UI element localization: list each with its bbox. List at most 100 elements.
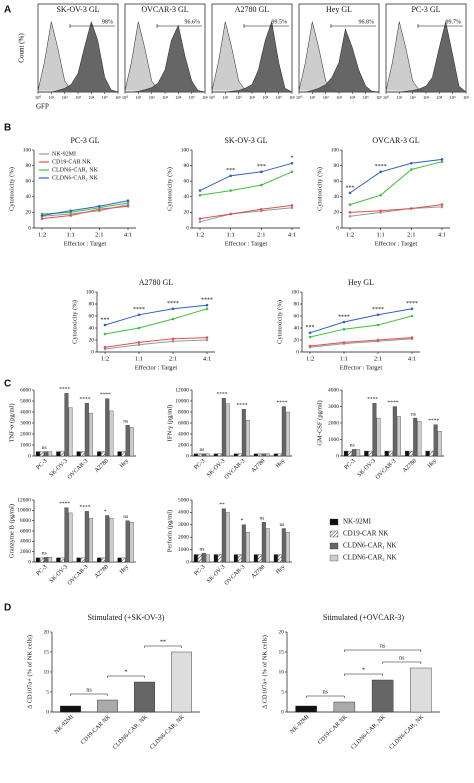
- bar: [213, 453, 218, 457]
- bar: [221, 508, 226, 563]
- bar: [285, 532, 290, 563]
- x-tick-label: 10¹: [222, 95, 229, 100]
- bar: [76, 557, 81, 563]
- annotation: 99.5%: [272, 19, 288, 25]
- x-tick-label: NK-92MI: [54, 714, 75, 735]
- x-tick-label: 10¹: [48, 95, 55, 100]
- marker: [229, 189, 232, 192]
- marker: [308, 344, 312, 348]
- bar: [44, 451, 49, 457]
- x-tick-label: 10⁰: [122, 95, 129, 100]
- x-axis-label: Effector : Target: [135, 364, 178, 371]
- x-tick-label: CLDN6-CAR₁ NK: [350, 714, 387, 751]
- line: [199, 171, 293, 196]
- x-tick-label: A2780: [251, 458, 267, 474]
- x-tick-label: SK-OV-3: [206, 458, 226, 478]
- x-tick-label: CLDN6-CAR₁ NK: [112, 714, 149, 751]
- bar: [376, 417, 381, 457]
- y-tick-label: 10: [44, 669, 50, 675]
- y-tick-label: 80: [334, 163, 340, 169]
- y-tick-label: 6000: [20, 528, 31, 534]
- bar: [371, 679, 394, 713]
- marker: [290, 161, 294, 165]
- y-axis-label: IFN-γ (pg/ml): [166, 405, 173, 442]
- marker: [290, 170, 294, 174]
- x-tick-label: 10⁰: [209, 95, 216, 100]
- significance: ***: [257, 164, 266, 170]
- x-tick-label: 10⁶: [115, 95, 122, 100]
- chart-title: Stimulated (+SK-OV-3): [88, 613, 165, 622]
- x-tick-label: 10⁵: [102, 95, 109, 100]
- bar: [105, 398, 110, 457]
- marker: [40, 217, 44, 220]
- bar: [44, 557, 49, 563]
- y-tick-label: 40: [334, 194, 340, 200]
- y-tick-label: 10: [279, 669, 285, 675]
- legend-label: NK-92MI: [343, 518, 372, 526]
- bar: [388, 450, 393, 457]
- bar: [368, 450, 373, 457]
- y-axis-label: Cytotoxicity (%): [316, 167, 323, 211]
- significance: *: [362, 667, 365, 673]
- marker: [229, 174, 232, 178]
- bar: [364, 450, 369, 457]
- marker: [126, 204, 130, 208]
- x-tick-label: 1:2: [101, 355, 109, 362]
- y-tick-label: 4000: [20, 409, 31, 415]
- annotation: 98%: [102, 19, 113, 25]
- bar: [245, 420, 250, 457]
- marker: [171, 339, 175, 343]
- x-tick-label: 1:1: [340, 355, 348, 362]
- bar: [68, 512, 73, 563]
- y-tick-label: 0: [46, 709, 49, 715]
- y-tick-label: 4000: [328, 387, 339, 393]
- bar: [60, 705, 81, 713]
- bar: [39, 451, 44, 457]
- x-tick-label: 10⁰: [383, 95, 390, 100]
- significance: ns: [323, 689, 329, 695]
- bar: [257, 554, 262, 563]
- bar: [392, 406, 397, 457]
- marker: [229, 212, 232, 216]
- marker: [440, 160, 444, 163]
- x-tick-label: 10⁵: [363, 95, 370, 100]
- bar: [205, 554, 210, 563]
- y-tick-label: 2000: [178, 442, 189, 448]
- significance: ****: [237, 403, 248, 409]
- marker: [205, 303, 209, 307]
- marker: [198, 189, 202, 192]
- significance: ***: [226, 168, 235, 174]
- marker: [260, 170, 263, 174]
- marker: [171, 307, 175, 311]
- bar: [384, 450, 389, 457]
- chart-title: SK-OV-3 GL: [56, 5, 99, 14]
- marker: [260, 207, 263, 211]
- panel-label: B: [4, 123, 11, 134]
- y-axis-label: Granzyme B (pg/ml): [8, 504, 15, 558]
- bracket: [107, 675, 145, 678]
- bar: [409, 450, 414, 457]
- y-tick-label: 8000: [178, 409, 189, 415]
- x-axis-label: Effector : Target: [375, 240, 418, 247]
- x-tick-label: 10¹: [396, 95, 403, 100]
- marker: [69, 214, 72, 217]
- y-tick-label: 0: [296, 349, 299, 355]
- significance: ****: [372, 307, 384, 313]
- x-tick-label: 2:1: [374, 355, 382, 362]
- legend-swatch: [329, 518, 339, 526]
- y-axis-label: TNF-α (pg/ml): [8, 404, 15, 443]
- y-tick-label: 40: [184, 194, 190, 200]
- bar: [101, 451, 106, 457]
- bar: [64, 507, 69, 563]
- bar: [405, 450, 410, 457]
- x-tick-label: 10²: [62, 95, 69, 100]
- x-tick-label: OVCAR-3: [375, 458, 398, 481]
- line: [349, 204, 443, 213]
- bar: [129, 427, 134, 457]
- x-tick-label: 10⁰: [35, 95, 42, 100]
- significance: ns: [399, 655, 405, 661]
- y-tick-label: 0: [186, 453, 189, 459]
- marker: [410, 314, 414, 318]
- significance: ****: [428, 418, 439, 424]
- significance: ****: [375, 164, 387, 170]
